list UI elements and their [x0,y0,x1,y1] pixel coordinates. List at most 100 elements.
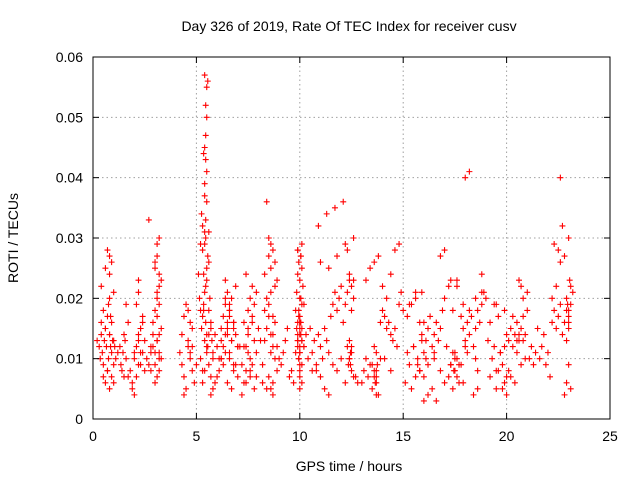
data-point [203,84,210,91]
data-point [420,349,427,356]
data-point [563,337,570,344]
data-point [414,361,421,368]
data-point [433,397,440,404]
data-point [396,241,403,248]
data-point [358,379,365,386]
data-point [391,325,398,332]
data-point [232,331,239,338]
data-point [133,301,140,308]
data-point [156,331,163,338]
data-point [393,343,400,350]
data-point [202,156,209,163]
data-point [122,337,129,344]
data-point [362,355,369,362]
data-point [497,349,504,356]
data-point [406,361,413,368]
data-point [110,289,117,296]
data-point [111,343,118,350]
data-point [149,343,156,350]
data-point [269,313,276,320]
data-point [205,228,212,235]
data-point [383,295,390,302]
data-point [466,307,473,314]
data-point [536,355,543,362]
data-point [303,331,310,338]
data-point [226,313,233,320]
data-point [199,313,206,320]
data-point [559,331,566,338]
y-tick-label: 0.04 [56,170,83,186]
data-point [441,247,448,254]
data-point [297,253,304,260]
data-point [501,379,508,386]
data-point [156,355,163,362]
data-point [414,355,421,362]
data-point [505,367,512,374]
data-point [412,289,419,296]
data-point [147,349,154,356]
data-point [201,144,208,151]
data-point [154,337,161,344]
data-point [224,379,231,386]
data-point [187,319,194,326]
data-point [350,373,357,380]
data-point [478,301,485,308]
data-point [493,367,500,374]
data-point [143,355,150,362]
data-point [435,337,442,344]
data-point [282,337,289,344]
data-point [379,283,386,290]
data-point [325,391,332,398]
data-point [203,343,210,350]
data-point [551,241,558,248]
data-point [470,391,477,398]
data-point [238,361,245,368]
data-point [269,379,276,386]
data-point [466,168,473,175]
data-point [429,343,436,350]
data-point [203,168,210,175]
data-point [427,313,434,320]
data-point [200,307,207,314]
data-point [245,325,252,332]
data-point [110,337,117,344]
data-point [135,289,142,296]
data-point [255,325,262,332]
data-point [263,325,270,332]
data-point [553,325,560,332]
data-point [462,174,469,181]
data-point [274,367,281,374]
data-point [249,283,256,290]
data-point [534,325,541,332]
data-point [99,349,106,356]
data-point [513,319,520,326]
data-point [563,295,570,302]
data-point [549,319,556,326]
data-point [212,331,219,338]
data-point [309,367,316,374]
data-point [350,277,357,284]
data-point [228,385,235,392]
data-point [247,355,254,362]
data-point [565,313,572,320]
y-tick-label: 0.03 [56,230,83,246]
data-point [271,319,278,326]
data-point [402,379,409,386]
data-point [431,349,438,356]
data-point [247,367,254,374]
data-point [209,385,216,392]
y-tick-label: 0 [75,411,83,427]
data-point [305,355,312,362]
data-point [156,283,163,290]
data-point [495,313,502,320]
data-point [274,277,281,284]
data-point [300,343,307,350]
data-point [478,289,485,296]
data-point [460,379,467,386]
data-point [259,379,266,386]
data-point [251,337,258,344]
data-point [288,367,295,374]
data-point [561,253,568,260]
data-point [106,295,113,302]
data-point [294,271,301,278]
